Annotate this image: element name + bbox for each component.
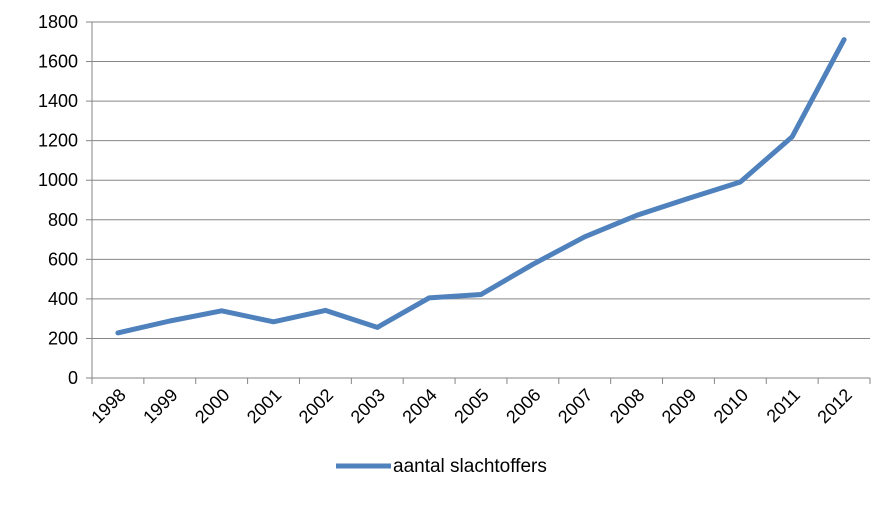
y-tick-label: 1200	[38, 131, 78, 151]
y-tick-label: 800	[48, 210, 78, 230]
legend: aantal slachtoffers	[336, 456, 547, 477]
axes	[86, 21, 871, 384]
x-tick-label: 2010	[710, 385, 752, 427]
y-tick-label: 0	[68, 368, 78, 388]
x-tick-label: 2008	[606, 385, 648, 427]
y-tick-label: 1800	[38, 12, 78, 32]
x-axis-tick-labels: 1998 1999 2000 2001 2002 2003 2004 2005 2006 2007…	[87, 385, 856, 427]
x-tick-label: 2009	[658, 385, 700, 427]
y-tick-label: 400	[48, 289, 78, 309]
x-tick-label: 2005	[450, 385, 492, 427]
series-layer	[115, 37, 847, 336]
y-tick-label: 1000	[38, 170, 78, 190]
y-tick-label: 200	[48, 328, 78, 348]
x-tick-label: 2004	[399, 385, 441, 427]
x-tick-label: 2006	[502, 385, 544, 427]
legend-label: aantal slachtoffers	[393, 456, 547, 477]
y-tick-label: 600	[48, 249, 78, 269]
x-tick-label: 2001	[243, 385, 285, 427]
gridlines	[92, 21, 870, 339]
x-tick-label: 2011	[763, 385, 805, 427]
y-tick-label: 1600	[38, 52, 78, 72]
x-tick-label: 2003	[347, 385, 389, 427]
y-axis-tick-labels: 0 200 400 600 800 1000 1200 1400 1600 1800	[38, 12, 78, 388]
x-tick-label: 1999	[139, 385, 181, 427]
x-tick-label: 1998	[87, 385, 129, 427]
x-tick-label: 2012	[813, 385, 855, 427]
y-tick-label: 1400	[38, 91, 78, 111]
series-line-1	[115, 37, 847, 336]
x-tick-label: 2002	[295, 385, 337, 427]
x-tick-label: 2000	[191, 385, 233, 427]
x-tick-label: 2007	[554, 385, 596, 427]
